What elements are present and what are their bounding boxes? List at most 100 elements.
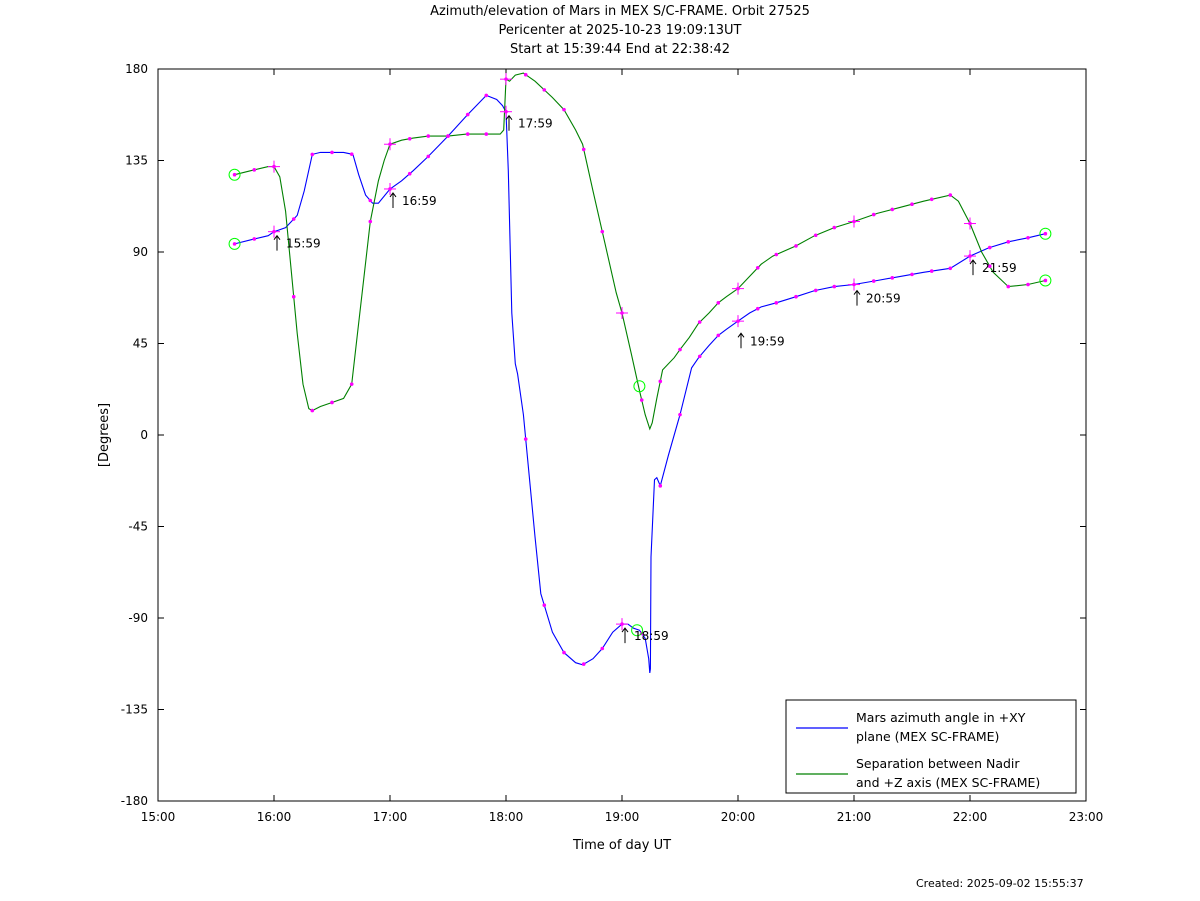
data-point-marker <box>678 412 682 417</box>
data-point-marker <box>1043 278 1048 283</box>
data-point-marker <box>426 134 431 138</box>
data-point-marker <box>678 347 682 352</box>
hour-cross-marker <box>500 105 512 118</box>
annotation-label: 19:59 <box>750 334 785 348</box>
y-tick-label: -90 <box>128 611 148 625</box>
endpoint-circle-marker <box>228 168 241 181</box>
time-annotation: 21:59 <box>969 259 1017 276</box>
endpoint-circle-marker <box>631 624 644 637</box>
data-point-marker <box>910 272 914 277</box>
data-point-marker <box>252 168 257 172</box>
data-point-marker <box>232 242 237 246</box>
data-point-marker <box>832 284 837 289</box>
legend: Mars azimuth angle in +XY plane (MEX SC-F… <box>785 699 1077 794</box>
x-tick-label: 15:00 <box>141 810 176 824</box>
data-point-marker <box>987 245 992 250</box>
time-annotation: 19:59 <box>737 332 785 349</box>
plot-frame <box>157 68 1087 802</box>
legend-label-1: and +Z axis (MEX SC-FRAME) <box>856 775 1040 790</box>
data-point-marker <box>1026 235 1030 240</box>
data-point-marker <box>368 219 373 224</box>
hour-cross-marker <box>268 160 280 173</box>
data-point-marker <box>349 382 354 386</box>
hour-cross-marker <box>964 250 976 263</box>
y-tick-label: -45 <box>128 520 148 534</box>
legend-box <box>785 699 1077 794</box>
legend-label-1: Separation between Nadir <box>856 756 1020 771</box>
data-point-marker <box>581 147 586 152</box>
endpoint-circle-marker <box>1039 274 1052 287</box>
x-tick-label: 19:00 <box>605 810 640 824</box>
data-point-marker <box>813 233 818 238</box>
data-point-marker <box>774 301 779 305</box>
hour-cross-marker <box>732 315 744 328</box>
hour-cross-marker <box>964 217 976 230</box>
data-point-marker <box>310 152 315 157</box>
data-point-marker <box>368 198 373 203</box>
endpoint-circle-marker <box>1039 227 1052 240</box>
data-point-marker <box>948 266 953 271</box>
hour-cross-marker <box>268 225 280 238</box>
x-tick-label: 21:00 <box>837 810 872 824</box>
y-tick-label: -180 <box>121 794 148 808</box>
data-point-marker <box>232 172 237 177</box>
x-tick-label: 17:00 <box>373 810 408 824</box>
data-point-marker <box>291 217 296 221</box>
data-point-marker <box>252 237 257 241</box>
annotation-arrowhead <box>853 289 861 295</box>
annotation-label: 17:59 <box>518 117 553 131</box>
endpoint-circle-marker <box>228 237 241 250</box>
annotation-label: 21:59 <box>982 261 1017 275</box>
hour-cross-marker <box>848 215 860 228</box>
data-point-marker <box>484 93 489 98</box>
annotation-arrowhead <box>389 192 397 198</box>
time-annotation: 17:59 <box>505 114 553 131</box>
x-axis-label: Time of day UT <box>572 838 671 853</box>
y-tick-label: 180 <box>125 62 148 76</box>
y-tick-label: 135 <box>125 154 148 168</box>
annotation-label: 18:59 <box>634 629 669 643</box>
x-tick-label: 16:00 <box>257 810 292 824</box>
data-point-marker <box>890 276 895 280</box>
data-point-marker <box>465 112 470 117</box>
data-point-marker <box>832 225 837 230</box>
y-tick-label: 90 <box>133 245 148 259</box>
data-point-marker <box>523 437 528 441</box>
annotation-label: 16:59 <box>402 194 437 208</box>
hour-cross-marker <box>616 307 628 319</box>
series-layer <box>234 72 1046 673</box>
legend-label-0: Mars azimuth angle in +XY <box>856 710 1026 725</box>
time-annotation: 15:59 <box>273 234 321 251</box>
annotation-arrowhead <box>273 234 281 240</box>
annotation-layer: 15:59 16:59 17:59 18:59 19:59 20:59 21:59 <box>273 114 1017 644</box>
data-point-marker <box>600 646 605 651</box>
data-point-marker <box>929 197 934 202</box>
data-point-marker <box>484 132 489 136</box>
data-point-marker <box>1026 282 1030 287</box>
hour-cross-marker <box>384 138 396 151</box>
data-point-marker <box>697 354 702 359</box>
data-point-marker <box>446 134 450 138</box>
y-tick-label: -135 <box>121 703 148 717</box>
axes-layer: 15:00 16:00 17:00 18:00 19:00 20:00 21:00 22:00… <box>97 62 1103 853</box>
data-point-marker <box>987 264 992 269</box>
data-point-marker <box>813 288 818 293</box>
annotation-arrowhead <box>621 627 629 633</box>
hour-cross-marker <box>732 282 744 295</box>
data-point-marker <box>794 244 798 248</box>
data-point-marker <box>871 212 876 217</box>
data-point-marker <box>600 229 605 234</box>
annotation-arrowhead <box>505 114 513 120</box>
data-point-marker <box>755 266 760 270</box>
y-tick-label: 0 <box>140 428 148 442</box>
chart-title-line-2: Pericenter at 2025-10-23 19:09:13UT <box>498 23 742 38</box>
data-point-marker <box>910 202 914 207</box>
data-point-marker <box>562 650 566 655</box>
data-point-marker <box>523 72 528 77</box>
legend-label-0: plane (MEX SC-FRAME) <box>856 729 999 744</box>
data-point-marker <box>890 207 895 212</box>
hour-cross-marker <box>616 618 628 631</box>
data-point-marker <box>581 662 586 666</box>
data-point-marker <box>716 333 721 338</box>
